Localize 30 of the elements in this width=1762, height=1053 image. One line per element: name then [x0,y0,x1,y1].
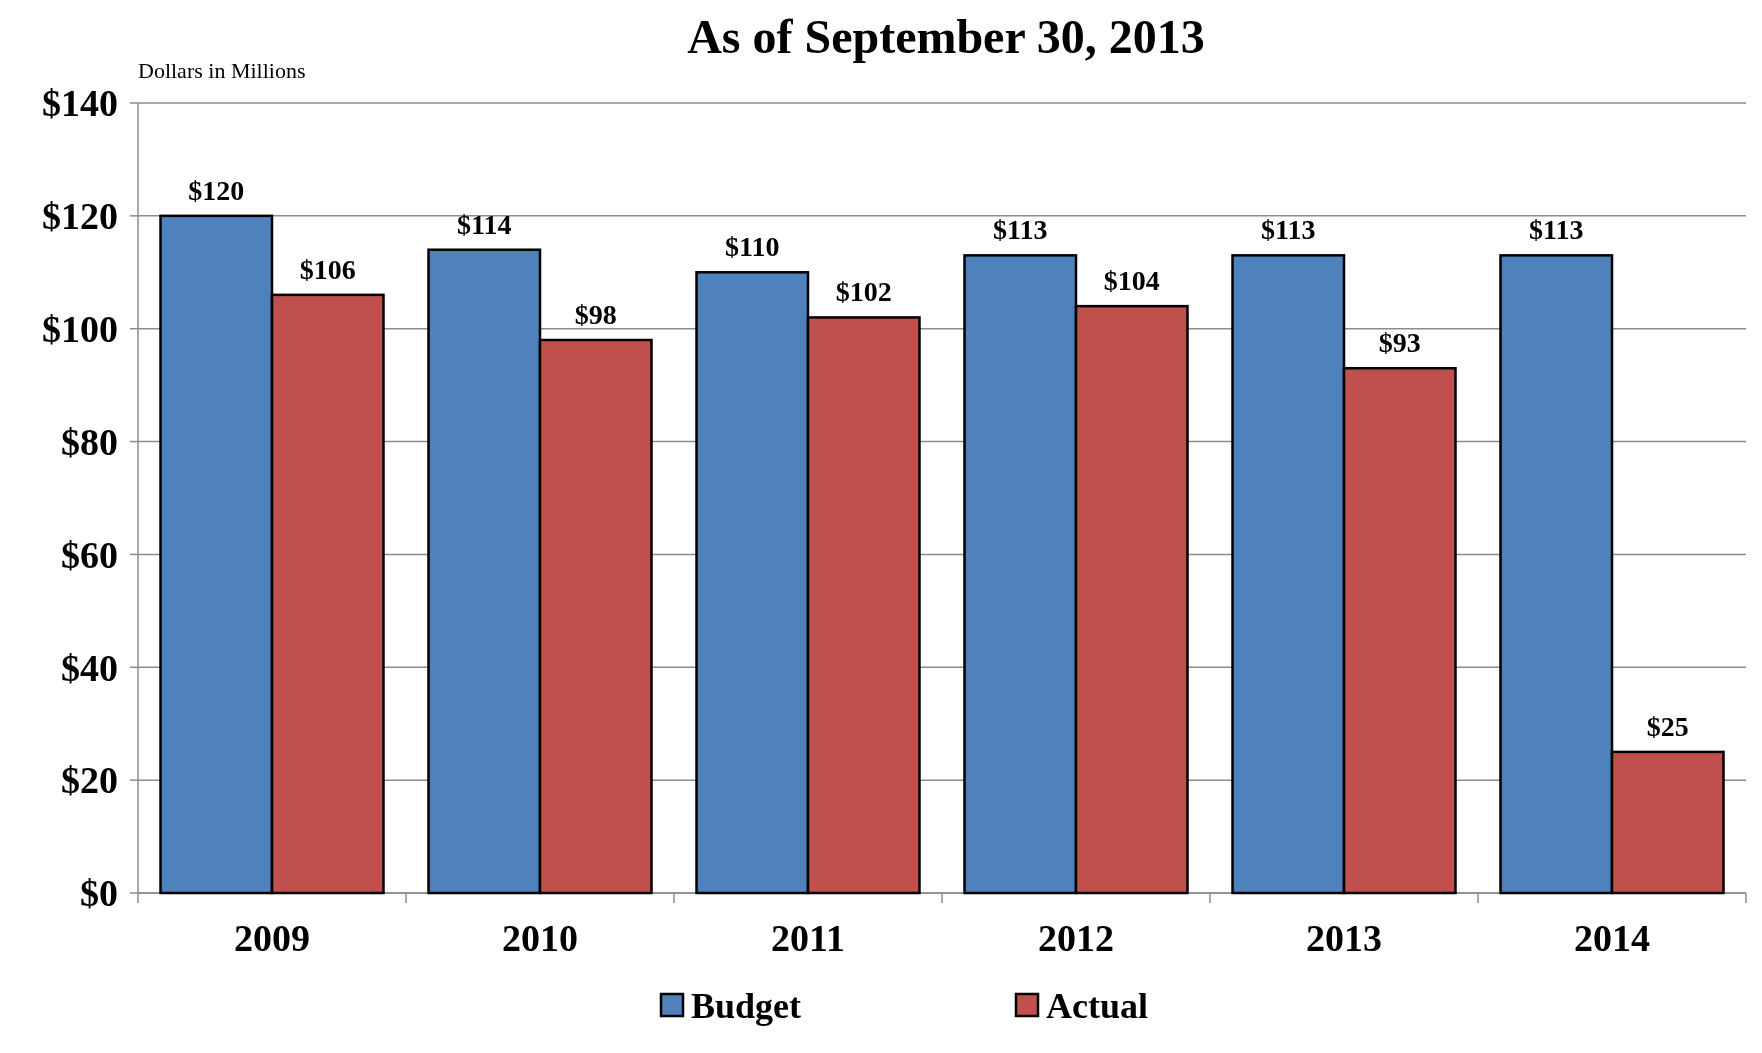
legend-label: Actual [1046,986,1148,1026]
data-label: $114 [457,208,512,240]
data-label: $93 [1378,327,1421,359]
y-tick-label: $80 [61,420,118,463]
data-label: $106 [299,253,356,285]
data-label: $25 [1646,710,1689,742]
y-tick-label: $100 [42,308,118,351]
x-tick-label: 2012 [1038,917,1114,959]
y-axis-title: Dollars in Millions [138,58,306,83]
chart-title: As of September 30, 2013 [687,10,1205,63]
y-tick-label: $120 [42,195,118,238]
x-tick-label: 2013 [1306,917,1382,959]
data-label: $110 [725,231,780,263]
data-label: $98 [574,299,617,330]
y-tick-label: $40 [61,646,118,689]
legend-label: Budget [691,986,802,1026]
y-tick-label: $140 [42,82,118,125]
data-label: $113 [993,214,1048,246]
x-tick-label: 2011 [771,917,845,959]
x-tick-label: 2010 [502,917,578,959]
y-tick-label: $60 [61,533,118,576]
x-tick-label: 2009 [234,917,310,959]
data-label: $102 [835,276,892,308]
data-label: $120 [188,174,245,206]
data-label: $113 [1261,214,1316,246]
data-label: $104 [1103,265,1160,297]
y-tick-label: $0 [80,872,118,915]
data-label: $113 [1529,214,1584,246]
y-tick-label: $20 [61,759,118,802]
x-tick-label: 2014 [1574,917,1650,959]
